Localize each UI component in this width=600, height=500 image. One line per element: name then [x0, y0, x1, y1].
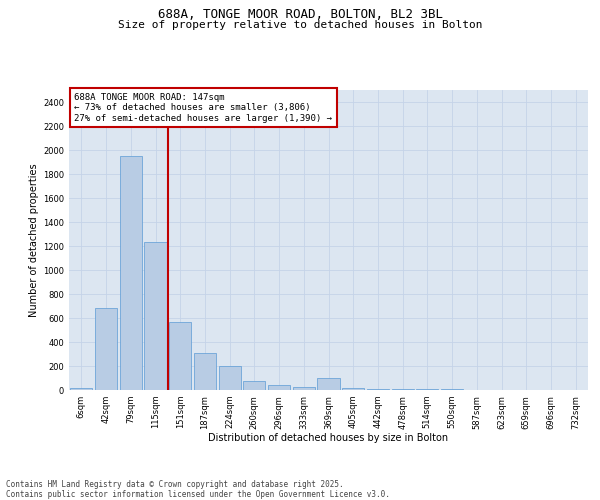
- Bar: [218, 366, 241, 390]
- Text: Size of property relative to detached houses in Bolton: Size of property relative to detached ho…: [118, 20, 482, 30]
- Bar: [342, 388, 364, 390]
- Bar: [119, 156, 142, 390]
- Bar: [243, 381, 265, 390]
- Bar: [268, 385, 290, 390]
- Text: Contains HM Land Registry data © Crown copyright and database right 2025.
Contai: Contains HM Land Registry data © Crown c…: [6, 480, 390, 499]
- Text: 688A, TONGE MOOR ROAD, BOLTON, BL2 3BL: 688A, TONGE MOOR ROAD, BOLTON, BL2 3BL: [157, 8, 443, 20]
- Bar: [169, 322, 191, 390]
- Text: 688A TONGE MOOR ROAD: 147sqm
← 73% of detached houses are smaller (3,806)
27% of: 688A TONGE MOOR ROAD: 147sqm ← 73% of de…: [74, 93, 332, 123]
- Bar: [317, 378, 340, 390]
- X-axis label: Distribution of detached houses by size in Bolton: Distribution of detached houses by size …: [208, 433, 449, 443]
- Bar: [145, 242, 167, 390]
- Bar: [95, 308, 117, 390]
- Bar: [194, 353, 216, 390]
- Bar: [70, 388, 92, 390]
- Y-axis label: Number of detached properties: Number of detached properties: [29, 163, 39, 317]
- Bar: [293, 387, 315, 390]
